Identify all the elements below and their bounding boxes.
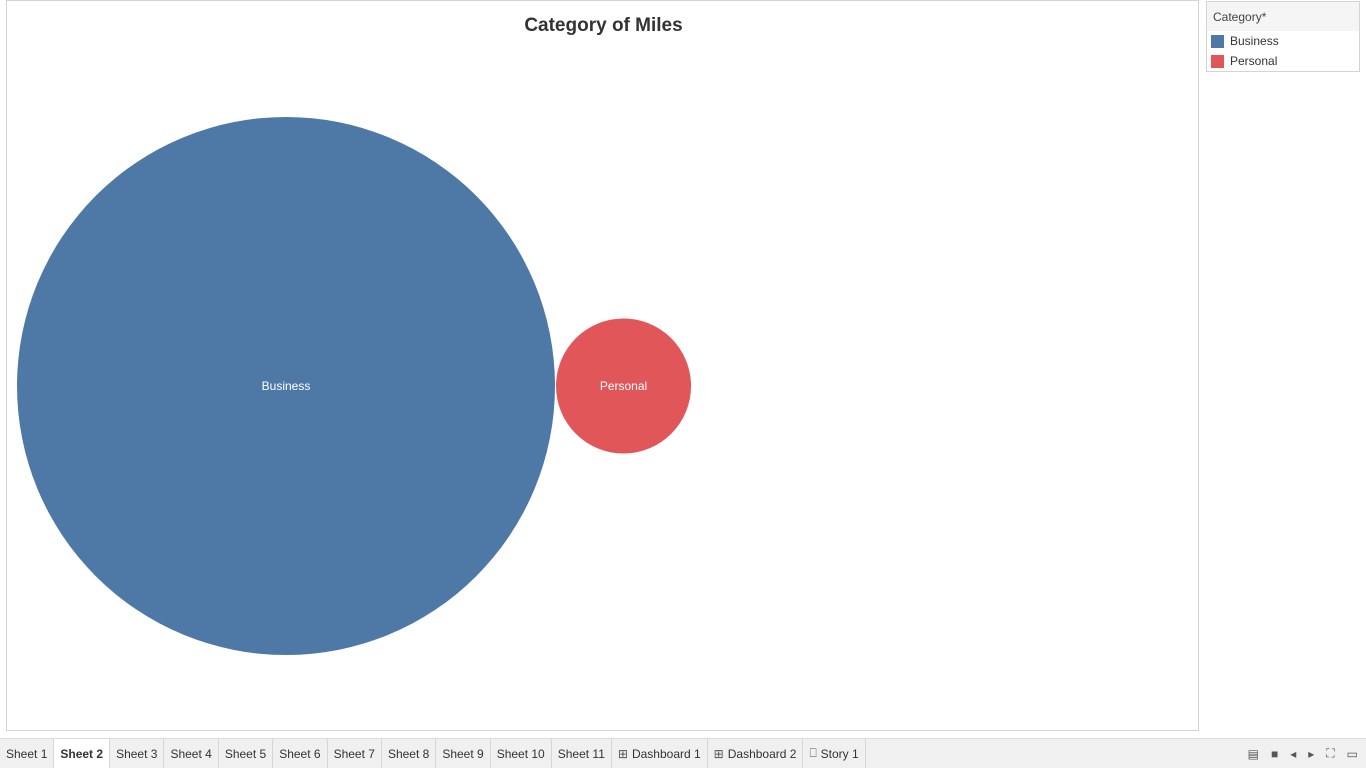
legend-item-business[interactable]: Business <box>1207 31 1359 51</box>
chart-title: Category of Miles <box>524 15 683 36</box>
tab-bar-controls: ▤ ■ ◂ ▸ ⛶ ▭ <box>1248 739 1366 768</box>
tab-label: Dashboard 2 <box>727 746 797 761</box>
tab-sheet-6[interactable]: Sheet 6 <box>273 739 328 768</box>
legend-title: Category* <box>1207 2 1359 31</box>
tab-sheet-3[interactable]: Sheet 3 <box>110 739 165 768</box>
tab-label: Sheet 11 <box>557 746 605 761</box>
tab-label: Sheet 5 <box>224 746 267 761</box>
legend-item-personal[interactable]: Personal <box>1207 51 1359 71</box>
tab-label: Sheet 3 <box>116 746 158 761</box>
dashboard-icon: ⊞ <box>713 746 724 761</box>
tab-sheet-5[interactable]: Sheet 5 <box>219 739 274 768</box>
bubble-label-business: Business <box>262 379 311 393</box>
bubble-business[interactable] <box>17 117 555 655</box>
next-sheet-icon[interactable]: ▸ <box>1308 746 1315 761</box>
tab-sheet-9[interactable]: Sheet 9 <box>436 739 491 768</box>
tab-sheet-1[interactable]: Sheet 1 <box>0 739 55 768</box>
tab-sheet-8[interactable]: Sheet 8 <box>382 739 437 768</box>
prev-sheet-icon[interactable]: ◂ <box>1290 746 1297 761</box>
story-icon: ⎕ <box>809 746 817 760</box>
legend-swatch-business <box>1211 34 1224 48</box>
fullscreen-icon[interactable]: ⛶ <box>1326 746 1335 760</box>
tab-label: Sheet 8 <box>387 746 430 761</box>
show-filmstrip-icon[interactable]: ▤ <box>1247 746 1259 761</box>
sheet-tab-bar: Sheet 1 Sheet 2 Sheet 3 Sheet 4 Sheet 5 Sheet… <box>0 738 1366 768</box>
tab-sheet-10[interactable]: Sheet 10 <box>491 739 552 768</box>
sheet-tabs: Sheet 1 Sheet 2 Sheet 3 Sheet 4 Sheet 5 Sheet… <box>0 739 866 768</box>
tab-dashboard-2[interactable]: ⊞ Dashboard 2 <box>708 739 804 768</box>
tab-label: Sheet 4 <box>170 746 212 761</box>
tab-label: Dashboard 1 <box>631 746 701 761</box>
tab-label: Sheet 7 <box>333 746 375 761</box>
bubble-label-personal: Personal <box>600 379 647 393</box>
tab-label: Story 1 <box>820 746 859 761</box>
tab-sheet-11[interactable]: Sheet 11 <box>552 739 612 768</box>
tab-sheet-7[interactable]: Sheet 7 <box>328 739 382 768</box>
color-legend[interactable]: Category* Business Personal <box>1206 1 1360 72</box>
legend-label-personal: Personal <box>1230 54 1278 68</box>
worksheet-view: Business Personal Category of Miles <box>6 0 1199 731</box>
show-tabs-icon[interactable]: ■ <box>1270 746 1279 761</box>
tab-sheet-4[interactable]: Sheet 4 <box>164 739 219 768</box>
tab-label: Sheet 6 <box>279 746 321 761</box>
bubble-chart: Business Personal <box>17 117 692 655</box>
tab-label: Sheet 9 <box>442 746 484 761</box>
tab-label: Sheet 1 <box>6 746 48 761</box>
bubble-personal[interactable] <box>556 318 692 454</box>
legend-label-business: Business <box>1230 34 1279 48</box>
legend-swatch-personal <box>1211 54 1224 68</box>
tab-label: Sheet 10 <box>496 746 545 761</box>
tab-label: Sheet 2 <box>60 746 104 761</box>
tab-story-1[interactable]: ⎕ Story 1 <box>803 739 866 768</box>
tab-dashboard-1[interactable]: ⊞ Dashboard 1 <box>612 739 708 768</box>
presentation-mode-icon[interactable]: ▭ <box>1346 746 1358 761</box>
tab-sheet-2[interactable]: Sheet 2 <box>54 739 111 768</box>
dashboard-icon: ⊞ <box>617 746 628 761</box>
